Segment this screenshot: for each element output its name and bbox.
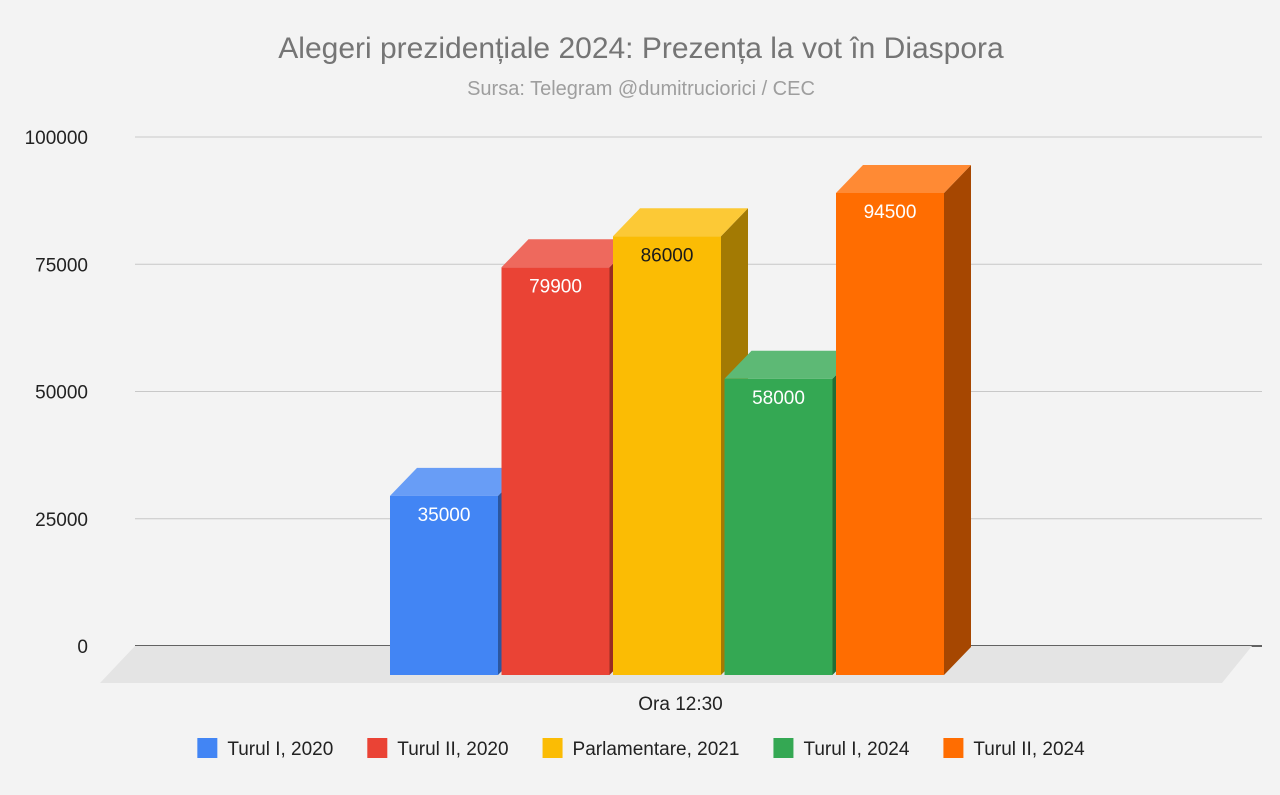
- x-tick-label: Ora 12:30: [638, 694, 723, 715]
- legend-item: Turul I, 2020: [197, 738, 333, 760]
- y-tick-label: 100000: [25, 128, 88, 149]
- x-axis: Ora 12:30: [638, 694, 723, 715]
- bar-top: [501, 239, 637, 268]
- chart-subtitle: Sursa: Telegram @dumitruciorici / CEC: [467, 78, 815, 100]
- bar-top: [836, 164, 971, 193]
- data-label: 35000: [418, 505, 471, 526]
- legend-label: Turul I, 2020: [227, 739, 333, 760]
- legend-label: Parlamentare, 2021: [573, 739, 740, 760]
- bar-front: [836, 192, 944, 675]
- legend-label: Turul I, 2024: [803, 739, 909, 760]
- legend-item: Parlamentare, 2021: [542, 738, 740, 760]
- y-tick-label: 50000: [35, 383, 88, 404]
- y-tick-label: 25000: [35, 510, 88, 531]
- bar-top: [613, 208, 748, 237]
- legend-label: Turul II, 2020: [397, 739, 508, 760]
- legend-swatch: [367, 738, 388, 758]
- legend-label: Turul II, 2024: [973, 739, 1085, 760]
- bars: 35000 79900 86000 58000 94500: [390, 164, 971, 675]
- bar-top: [724, 350, 860, 379]
- bar-front: [613, 236, 721, 675]
- legend-swatch: [943, 738, 964, 758]
- legend-swatch: [197, 738, 218, 758]
- bar-front: [501, 267, 610, 675]
- bar-front: [390, 495, 498, 675]
- bar-side: [944, 164, 971, 675]
- bar-1: 35000: [390, 467, 525, 675]
- bar-top: [390, 467, 525, 496]
- chart-title: Alegeri prezidențiale 2024: Prezența la …: [278, 32, 1004, 65]
- legend-swatch: [542, 738, 563, 758]
- legend-item: Turul II, 2020: [367, 738, 509, 760]
- legend: Turul I, 2020 Turul II, 2020 Parlamentare,…: [197, 738, 1085, 760]
- legend-item: Turul I, 2024: [773, 738, 910, 760]
- legend-item: Turul II, 2024: [943, 738, 1085, 760]
- y-tick-label: 0: [77, 637, 88, 658]
- legend-swatch: [773, 738, 794, 758]
- y-tick-label: 75000: [35, 255, 88, 276]
- bar-5: 94500: [836, 164, 971, 675]
- data-label: 79900: [529, 276, 582, 297]
- data-label: 94500: [864, 202, 917, 223]
- y-axis: 0 25000 50000 75000 100000: [25, 128, 88, 658]
- data-label: 86000: [641, 245, 694, 266]
- data-label: 58000: [752, 388, 805, 409]
- bar-front: [724, 378, 833, 675]
